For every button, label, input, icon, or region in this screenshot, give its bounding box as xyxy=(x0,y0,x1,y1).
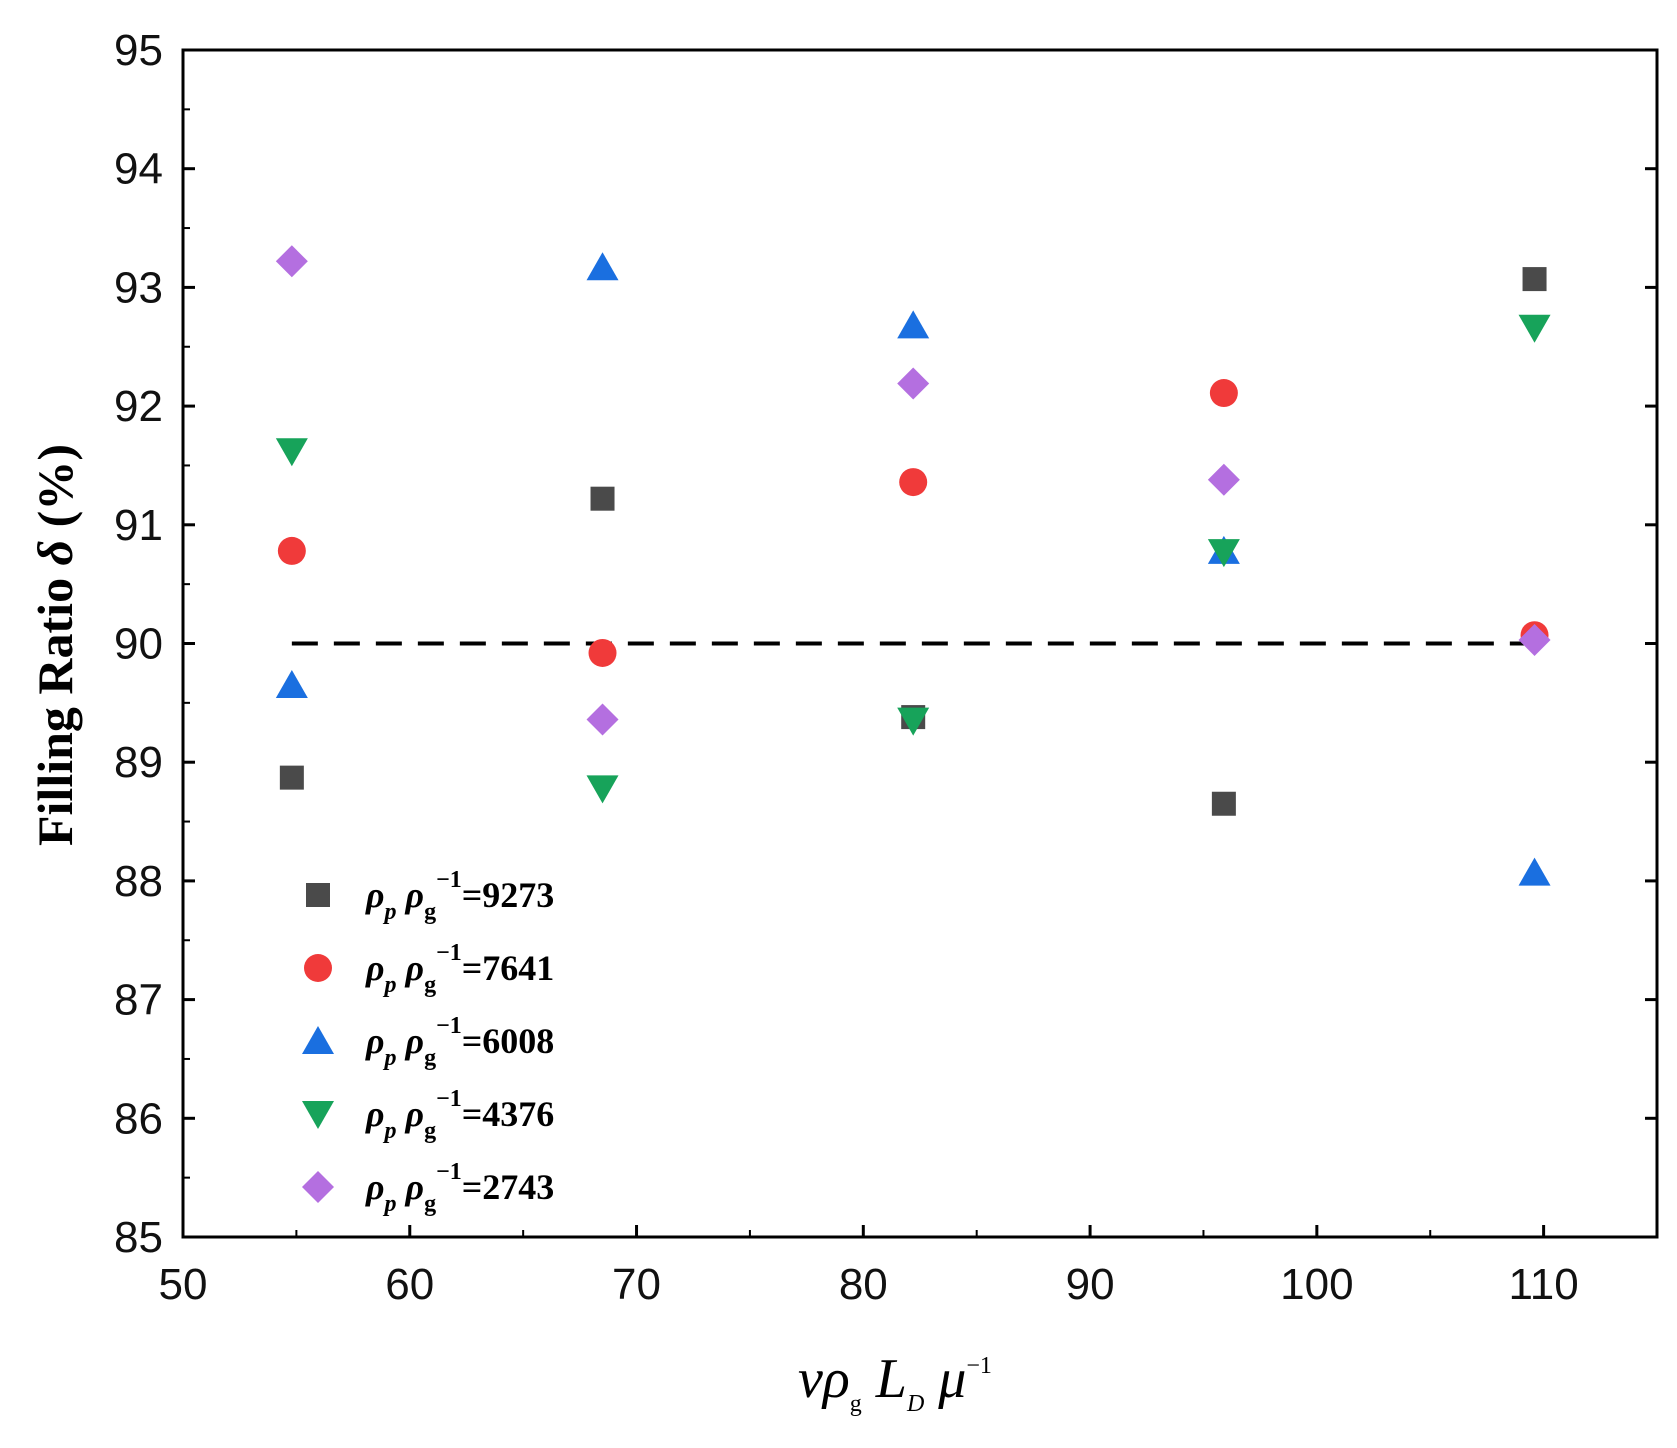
y-tick-label: 89 xyxy=(114,738,163,787)
y-tick-label: 94 xyxy=(114,145,163,194)
series-6008 xyxy=(275,252,1551,886)
legend-label: ρp ρg−1=2743 xyxy=(365,1159,554,1217)
legend-marker xyxy=(306,883,330,907)
x-tick-label: 100 xyxy=(1280,1260,1353,1309)
x-axis-label: vρg LD μ−1 xyxy=(798,1348,992,1417)
x-tick-label: 80 xyxy=(839,1260,888,1309)
legend-item: ρp ρg−1=4376 xyxy=(302,1086,554,1144)
series-9273 xyxy=(279,267,1547,816)
x-tick-label: 60 xyxy=(385,1260,434,1309)
y-tick-label: 85 xyxy=(114,1213,163,1262)
data-point xyxy=(586,252,619,281)
y-tick-label: 86 xyxy=(114,1094,163,1143)
data-point xyxy=(586,703,619,736)
data-point xyxy=(590,486,615,511)
data-point xyxy=(275,438,308,467)
y-tick-label: 91 xyxy=(114,501,163,550)
data-point xyxy=(1207,539,1240,568)
data-point xyxy=(1518,314,1551,343)
series-4376 xyxy=(275,314,1551,804)
data-point xyxy=(897,310,930,339)
legend-marker xyxy=(302,1101,334,1129)
data-point xyxy=(279,765,304,790)
data-point xyxy=(275,670,308,699)
data-point xyxy=(1211,791,1236,816)
data-point xyxy=(1518,623,1551,656)
axes: 85 86 87 88 89 90 91 92 93 94 95 50 60 70 80 90 100 110 xyxy=(114,26,1659,1309)
data-point xyxy=(588,638,617,667)
y-tick-label: 87 xyxy=(114,976,163,1025)
data-point xyxy=(897,707,930,736)
legend-label: ρp ρg−1=6008 xyxy=(365,1013,554,1071)
x-tick-label: 110 xyxy=(1509,1260,1579,1309)
legend-item: ρp ρg−1=9273 xyxy=(306,867,554,925)
data-point xyxy=(586,775,619,804)
legend-item: ρp ρg−1=2743 xyxy=(302,1159,554,1217)
y-tick-label: 93 xyxy=(114,263,163,312)
data-point xyxy=(897,367,930,400)
legend-marker xyxy=(302,1026,334,1054)
y-tick-label: 88 xyxy=(114,857,163,906)
data-points xyxy=(275,245,1551,886)
data-point xyxy=(1209,379,1238,408)
legend-item: ρp ρg−1=7641 xyxy=(304,940,554,998)
legend-label: ρp ρg−1=9273 xyxy=(365,867,554,925)
data-point xyxy=(1522,267,1547,292)
y-tick-label: 95 xyxy=(114,26,163,75)
legend: ρp ρg−1=9273 ρp ρg−1=7641 ρp ρg−1=6008 ρp ρ… xyxy=(302,867,554,1217)
data-point xyxy=(1207,463,1240,496)
data-point xyxy=(275,245,308,278)
data-point xyxy=(277,536,306,565)
y-axis-label: Filling Ratio δ (%) xyxy=(27,444,83,846)
y-tick-label: 92 xyxy=(114,382,163,431)
x-tick-label: 90 xyxy=(1066,1260,1115,1309)
y-tick-label: 90 xyxy=(114,620,163,669)
x-tick-label: 50 xyxy=(159,1260,208,1309)
legend-label: ρp ρg−1=7641 xyxy=(365,940,554,998)
series-7641 xyxy=(277,379,1549,667)
data-point xyxy=(1518,857,1551,886)
legend-label: ρp ρg−1=4376 xyxy=(365,1086,554,1144)
legend-item: ρp ρg−1=6008 xyxy=(302,1013,554,1071)
data-point xyxy=(899,468,928,497)
legend-marker xyxy=(302,1171,334,1203)
legend-marker xyxy=(304,954,332,982)
series-2743 xyxy=(275,245,1551,736)
x-tick-label: 70 xyxy=(612,1260,661,1309)
